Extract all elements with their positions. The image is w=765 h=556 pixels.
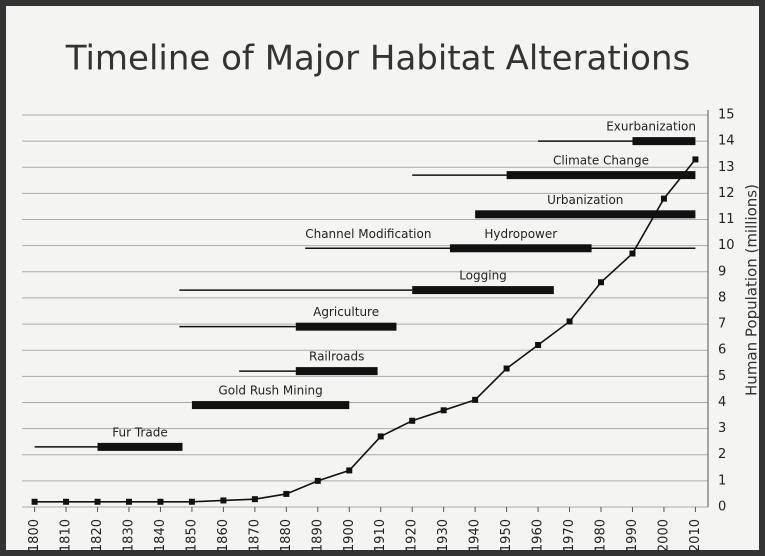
period-major [295, 322, 397, 331]
period-label: Climate Change [553, 154, 649, 168]
y-tick-label: 4 [718, 395, 726, 410]
x-tick-label: 1950 [499, 519, 514, 552]
x-tick-label: 2010 [688, 519, 703, 552]
series-marker [660, 195, 667, 202]
y-tick-label: 11 [718, 212, 735, 227]
period-major [506, 171, 696, 180]
series-marker [629, 250, 636, 257]
series-marker [535, 341, 542, 348]
series-line [34, 158, 697, 503]
period-major [191, 401, 350, 410]
series-marker [314, 477, 321, 484]
x-tick-label: 1960 [531, 519, 546, 552]
period-label: Channel Modification [305, 227, 431, 241]
x-tick-label: 1830 [121, 519, 136, 552]
series-marker [251, 496, 258, 503]
period-major [412, 286, 554, 295]
slide [6, 6, 759, 550]
period-label: Fur Trade [112, 425, 167, 439]
series-marker [692, 156, 699, 163]
x-tick-label: 2000 [656, 519, 671, 552]
series-marker [283, 490, 290, 497]
x-tick-label: 1890 [310, 519, 325, 552]
series-marker [377, 433, 384, 440]
y-tick-label: 6 [718, 343, 726, 358]
y-tick-label: 13 [718, 160, 735, 175]
y-tick-label: 2 [718, 447, 726, 462]
x-tick-label: 1870 [247, 519, 262, 552]
x-tick-label: 1990 [625, 519, 640, 552]
x-tick-label: 1900 [342, 519, 357, 552]
x-tick-label: 1800 [27, 519, 42, 552]
period-label: Agriculture [313, 305, 379, 319]
x-tick-label: 1930 [436, 519, 451, 552]
x-tick-label: 1980 [594, 519, 609, 552]
y-tick-label: 9 [718, 264, 726, 279]
y-tick-label: 5 [718, 369, 726, 384]
period-major [449, 244, 592, 253]
y-tick-label: 10 [718, 238, 735, 253]
series-marker [346, 467, 353, 474]
y-axis-label: Human Population (millions) [743, 184, 761, 396]
x-tick-label: 1920 [405, 519, 420, 552]
x-tick-label: 1860 [216, 519, 231, 552]
series-marker [409, 417, 416, 424]
y-tick-label: 3 [718, 421, 726, 436]
series-marker [94, 498, 101, 505]
period-label: Gold Rush Mining [218, 384, 322, 398]
series-marker [125, 498, 132, 505]
chart-title: Timeline of Major Habitat Alterations [65, 39, 691, 79]
series-marker [31, 498, 38, 505]
series-marker [63, 498, 70, 505]
y-tick-label: 15 [718, 108, 735, 123]
series-marker [472, 396, 479, 403]
series-marker [188, 498, 195, 505]
series-marker [598, 279, 605, 286]
x-tick-label: 1910 [373, 519, 388, 552]
series-marker [566, 318, 573, 325]
period-major [295, 367, 378, 376]
x-tick-label: 1840 [153, 519, 168, 552]
x-tick-label: 1810 [59, 519, 74, 552]
period-label: Urbanization [547, 193, 623, 207]
period-major [632, 137, 696, 146]
y-tick-label: 8 [718, 290, 726, 305]
period-major [475, 210, 696, 219]
x-tick-label: 1820 [90, 519, 105, 552]
y-tick-label: 1 [718, 473, 726, 488]
series-marker [503, 365, 510, 372]
period-label: Hydropower [484, 227, 557, 241]
x-tick-label: 1970 [562, 519, 577, 552]
period-label: Exurbanization [606, 120, 696, 134]
x-tick-label: 1850 [184, 519, 199, 552]
period-major [97, 442, 183, 451]
period-label: Logging [459, 269, 507, 283]
x-tick-label: 1880 [279, 519, 294, 552]
y-tick-label: 12 [718, 186, 735, 201]
y-tick-label: 0 [718, 500, 726, 515]
series-marker [440, 407, 447, 414]
y-tick-label: 7 [718, 317, 726, 332]
y-tick-label: 14 [718, 134, 735, 149]
series-marker [157, 498, 164, 505]
x-tick-label: 1940 [468, 519, 483, 552]
period-label: Railroads [309, 350, 364, 364]
series-marker [220, 497, 227, 504]
